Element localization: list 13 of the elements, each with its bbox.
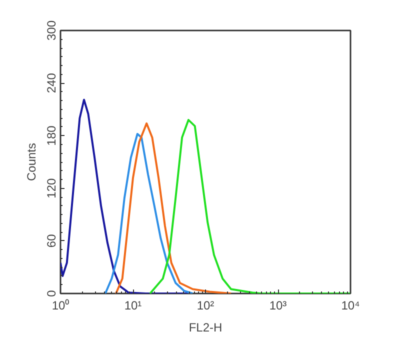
- y-tick-label: 180: [44, 125, 58, 146]
- x-axis-title: FL2-H: [188, 320, 222, 334]
- y-tick-label: 120: [44, 178, 58, 198]
- x-tick-label: 10³: [269, 298, 287, 312]
- x-tick-label: 10⁴: [341, 298, 360, 312]
- y-tick-label: 60: [44, 234, 58, 248]
- y-axis-title: Counts: [24, 142, 38, 182]
- x-tick-label: 10⁰: [52, 298, 70, 312]
- x-tick-label: 10²: [196, 298, 214, 312]
- y-tick-label: 0: [44, 290, 58, 297]
- y-tick-label: 300: [44, 20, 58, 41]
- x-tick-label: 10¹: [124, 298, 142, 312]
- y-tick-label: 240: [44, 72, 58, 94]
